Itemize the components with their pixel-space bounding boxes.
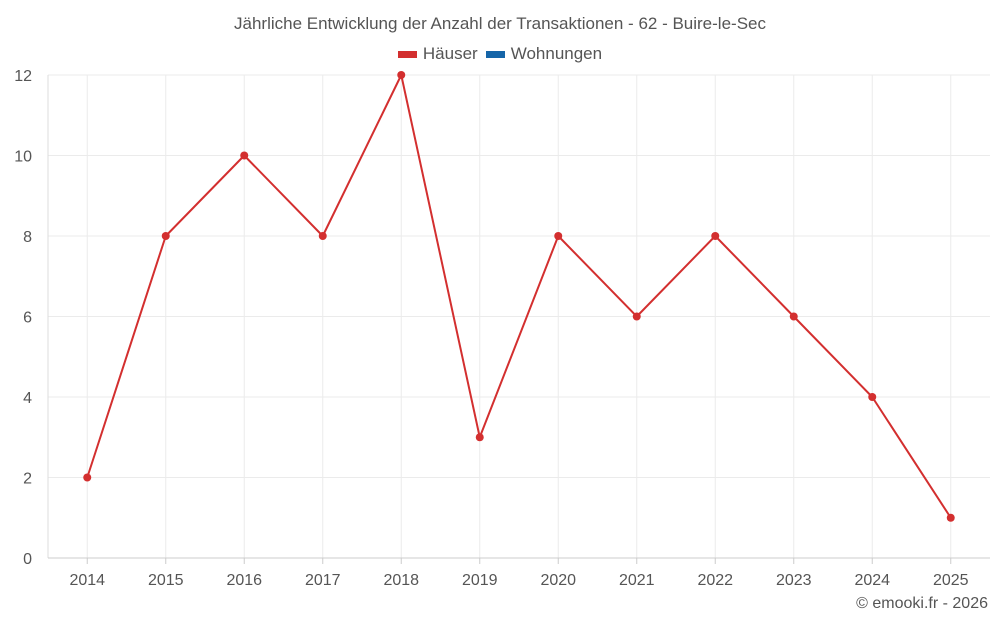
- y-tick-label: 4: [23, 390, 32, 407]
- data-point-h-user: [318, 232, 327, 240]
- axes: 0 2 4 6 8 10 12 2014 2015 2016 2017 2018 2019 2020 202…: [14, 68, 990, 589]
- x-tick-label: 2014: [69, 572, 105, 589]
- x-tick-label: 2021: [619, 572, 655, 589]
- data-point-h-user: [554, 232, 563, 240]
- legend-label-apartments: Wohnungen: [510, 44, 603, 63]
- series: [83, 71, 955, 522]
- x-tick-label: 2020: [540, 572, 576, 589]
- data-point-h-user: [397, 71, 406, 79]
- y-tick-label: 2: [23, 471, 32, 488]
- y-tick-label: 10: [14, 149, 32, 166]
- legend-item-houses[interactable]: Häuser: [397, 44, 478, 64]
- data-point-h-user: [868, 393, 877, 401]
- y-tick-label: 8: [23, 229, 32, 246]
- x-tick-label: 2025: [933, 572, 969, 589]
- x-tick-label: 2019: [462, 572, 498, 589]
- data-point-h-user: [789, 312, 798, 321]
- legend-swatch-houses: [397, 50, 417, 58]
- data-point-h-user: [946, 513, 955, 522]
- series-line-h-user: [86, 74, 952, 519]
- legend-item-apartments[interactable]: Wohnungen: [485, 44, 603, 64]
- chart-legend: Häuser Wohnungen: [0, 44, 1000, 64]
- x-tick-label: 2018: [383, 572, 419, 589]
- grid: [48, 74, 990, 558]
- x-tick-label: 2023: [776, 572, 812, 589]
- x-tick-label: 2016: [226, 572, 262, 589]
- y-tick-label: 0: [23, 551, 32, 568]
- data-point-h-user: [711, 232, 720, 240]
- data-point-h-user: [475, 433, 484, 442]
- x-tick-label: 2015: [148, 572, 184, 589]
- chart-title: Jährliche Entwicklung der Anzahl der Tra…: [234, 14, 766, 33]
- credit-text: © emooki.fr - 2026: [856, 595, 988, 612]
- y-tick-label: 6: [23, 310, 32, 327]
- legend-swatch-apartments: [485, 50, 505, 58]
- x-tick-label: 2022: [697, 572, 733, 589]
- data-point-h-user: [240, 151, 249, 160]
- y-tick-label: 12: [14, 68, 32, 85]
- x-tick-label: 2017: [305, 572, 341, 589]
- data-point-h-user: [632, 312, 641, 321]
- data-point-h-user: [161, 232, 170, 240]
- data-point-h-user: [83, 473, 92, 482]
- legend-label-houses: Häuser: [422, 44, 478, 63]
- x-tick-label: 2024: [854, 572, 890, 589]
